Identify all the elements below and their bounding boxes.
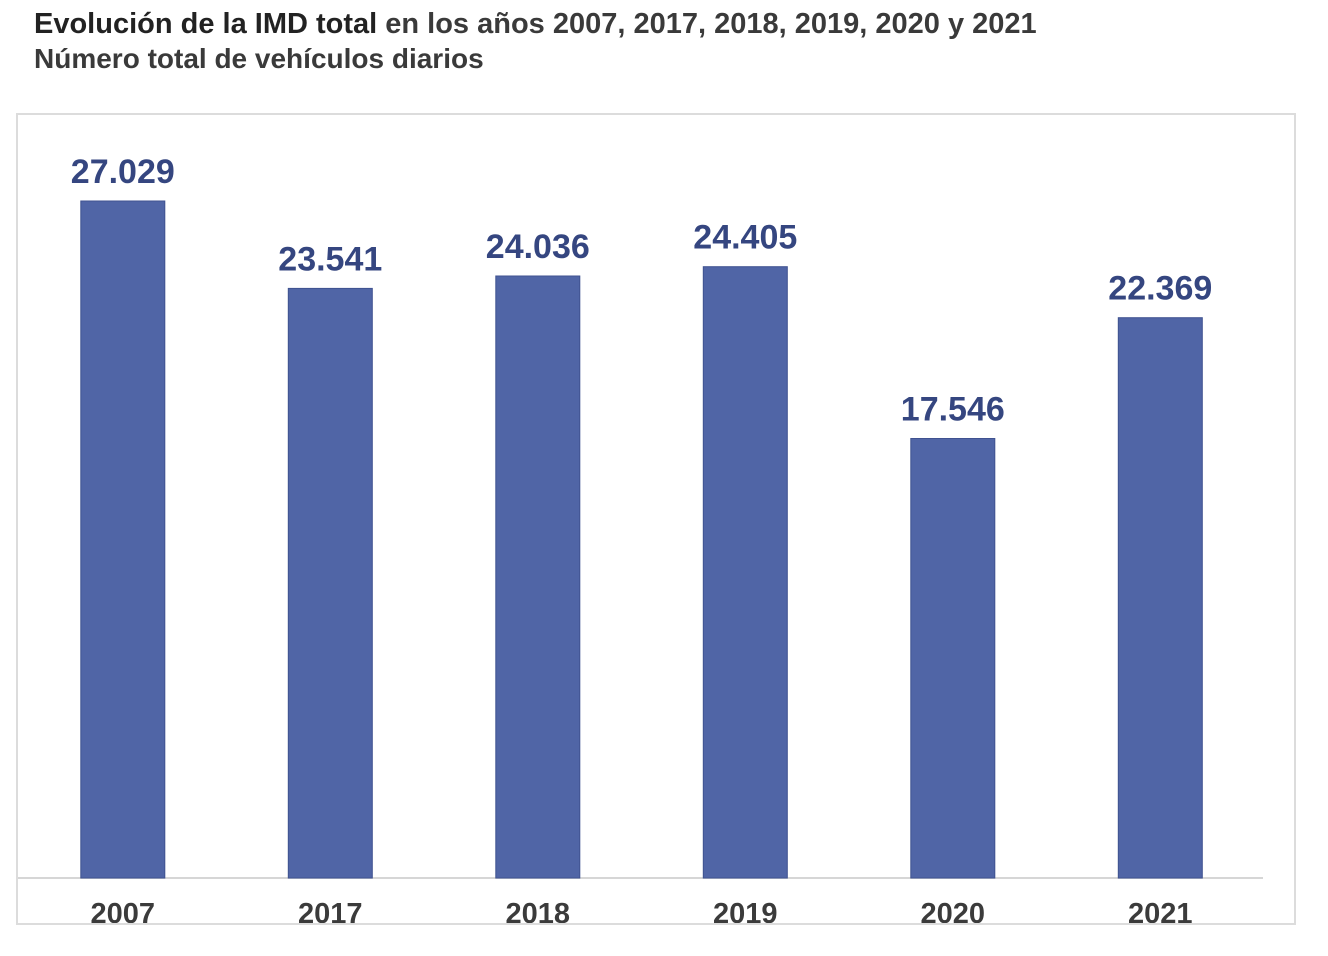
chart-area: 27.029 2007 23.541 2017 24.036 2018 24.405 2019… xyxy=(16,113,1296,925)
bar-2019 xyxy=(702,266,788,879)
value-label-2019: 24.405 xyxy=(693,219,797,257)
chart-title: Evolución de la IMD total en los años 20… xyxy=(34,6,1304,42)
value-label-2007: 27.029 xyxy=(71,153,175,191)
value-label-2020: 17.546 xyxy=(901,391,1005,429)
chart-title-bold: Evolución de la IMD total xyxy=(34,8,378,40)
category-label-2007: 2007 xyxy=(91,898,156,923)
category-label-2020: 2020 xyxy=(921,898,986,923)
category-label-2021: 2021 xyxy=(1128,898,1193,923)
value-label-2017: 23.541 xyxy=(278,240,382,278)
chart-subtitle: Número total de vehículos diarios xyxy=(34,43,484,74)
bar-2021 xyxy=(1117,317,1203,879)
bar-chart: 27.029 2007 23.541 2017 24.036 2018 24.405 2019… xyxy=(18,153,1263,923)
value-label-2021: 22.369 xyxy=(1108,270,1212,308)
chart-title-rest: en los años 2007, 2017, 2018, 2019, 2020… xyxy=(377,8,1037,40)
value-label-2018: 24.036 xyxy=(486,228,590,266)
bar-2018 xyxy=(495,275,581,879)
bar-2017 xyxy=(287,287,373,879)
chart-header: Evolución de la IMD total en los años 20… xyxy=(34,6,1304,76)
category-label-2019: 2019 xyxy=(713,898,778,923)
bar-2007 xyxy=(80,200,166,879)
category-label-2017: 2017 xyxy=(298,898,363,923)
bar-2020 xyxy=(910,438,996,879)
category-label-2018: 2018 xyxy=(506,898,571,923)
